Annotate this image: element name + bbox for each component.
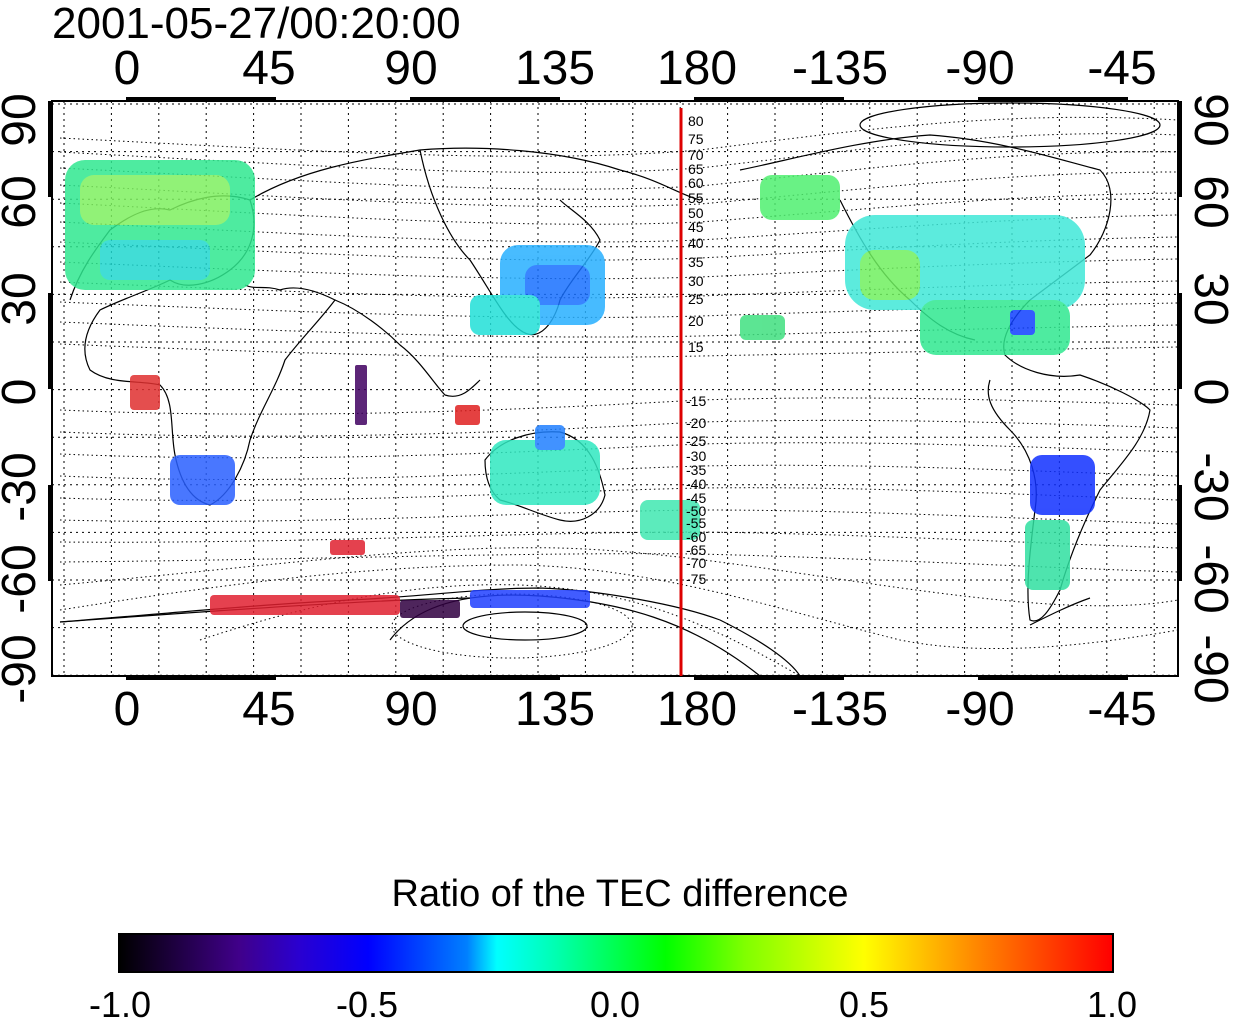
right-lat-tick: 90 <box>1184 93 1237 147</box>
colorbar-label: 0.5 <box>838 984 890 1025</box>
left-lat-tick: 90 <box>0 93 46 147</box>
contour-label: 55 <box>688 190 704 206</box>
contour-label: -50 <box>686 503 706 519</box>
frame-tick-bars <box>48 97 1182 680</box>
colorbar-title: Ratio of the TEC difference <box>391 873 849 915</box>
bottom-lon-tick: 90 <box>384 683 438 736</box>
contour-label: -30 <box>686 448 706 464</box>
contour-label: -55 <box>686 515 706 531</box>
bottom-lon-tick: 135 <box>514 683 596 736</box>
contour-label: -15 <box>686 393 706 409</box>
left-lat-tick: 30 <box>0 272 46 326</box>
tec-cluster-antarctic <box>210 595 400 615</box>
right-lat-tick: 30 <box>1184 272 1237 326</box>
right-lat-tick: 0 <box>1184 378 1237 406</box>
contour-label: -40 <box>686 476 706 492</box>
contour-label: 50 <box>688 205 704 221</box>
bottom-lon-tick: 180 <box>656 683 738 736</box>
contour-label: 30 <box>688 273 704 289</box>
bottom-lon-tick: -45 <box>1087 683 1157 736</box>
contour-label: 35 <box>688 254 704 270</box>
contour-label: -75 <box>686 571 706 587</box>
contour-label: 25 <box>688 291 704 307</box>
contour-label: 60 <box>688 175 704 191</box>
colorbar <box>118 933 1114 973</box>
bottom-lon-tick: 45 <box>242 683 296 736</box>
contour-label: 75 <box>688 131 704 147</box>
right-lat-tick: -90 <box>1184 634 1237 704</box>
top-lon-tick: 0 <box>113 42 141 95</box>
tec-cluster-south-america <box>1030 455 1095 515</box>
top-lon-tick: -45 <box>1087 42 1157 95</box>
contour-label: 40 <box>688 235 704 251</box>
contour-label: -20 <box>686 415 706 431</box>
colorbar-label: 0.0 <box>589 984 641 1025</box>
left-lat-tick: 60 <box>0 175 46 229</box>
contour-label: -60 <box>686 529 706 545</box>
tec-data-points <box>65 160 1095 618</box>
top-lon-tick: -90 <box>945 42 1015 95</box>
bottom-lon-tick: 0 <box>113 683 141 736</box>
contour-label: 20 <box>688 313 704 329</box>
contour-label: 15 <box>688 339 704 355</box>
colorbar-label: -0.5 <box>335 984 399 1025</box>
colorbar-label: -1.0 <box>88 984 152 1025</box>
left-lat-tick: 0 <box>0 352 46 432</box>
top-lon-tick: -135 <box>791 42 889 95</box>
magnetic-latitude-contours <box>59 116 1179 677</box>
bottom-lon-tick: -135 <box>791 683 889 736</box>
contour-label: 80 <box>688 113 704 129</box>
bottom-lon-tick: -90 <box>945 683 1015 736</box>
timestamp-title: 2001-05-27/00:20:00 <box>52 0 461 48</box>
contour-label: -70 <box>686 555 706 571</box>
contour-label: -35 <box>686 462 706 478</box>
left-lat-tick: -90 <box>0 634 46 704</box>
contour-label: 65 <box>688 161 704 177</box>
contour-label: -25 <box>686 433 706 449</box>
top-lon-tick: 45 <box>242 42 296 95</box>
contour-label: -65 <box>686 542 706 558</box>
right-lat-tick: 60 <box>1184 175 1237 229</box>
contour-label: 45 <box>688 219 704 235</box>
contour-label: -45 <box>686 490 706 506</box>
contour-label: 70 <box>688 147 704 163</box>
top-lon-tick: 180 <box>656 42 738 95</box>
top-lon-tick: 90 <box>384 42 438 95</box>
tec-cluster-south-africa <box>170 455 235 505</box>
tec-cluster-australia <box>490 440 600 505</box>
colorbar-label: 1.0 <box>1086 984 1138 1025</box>
top-lon-tick: 135 <box>514 42 596 95</box>
